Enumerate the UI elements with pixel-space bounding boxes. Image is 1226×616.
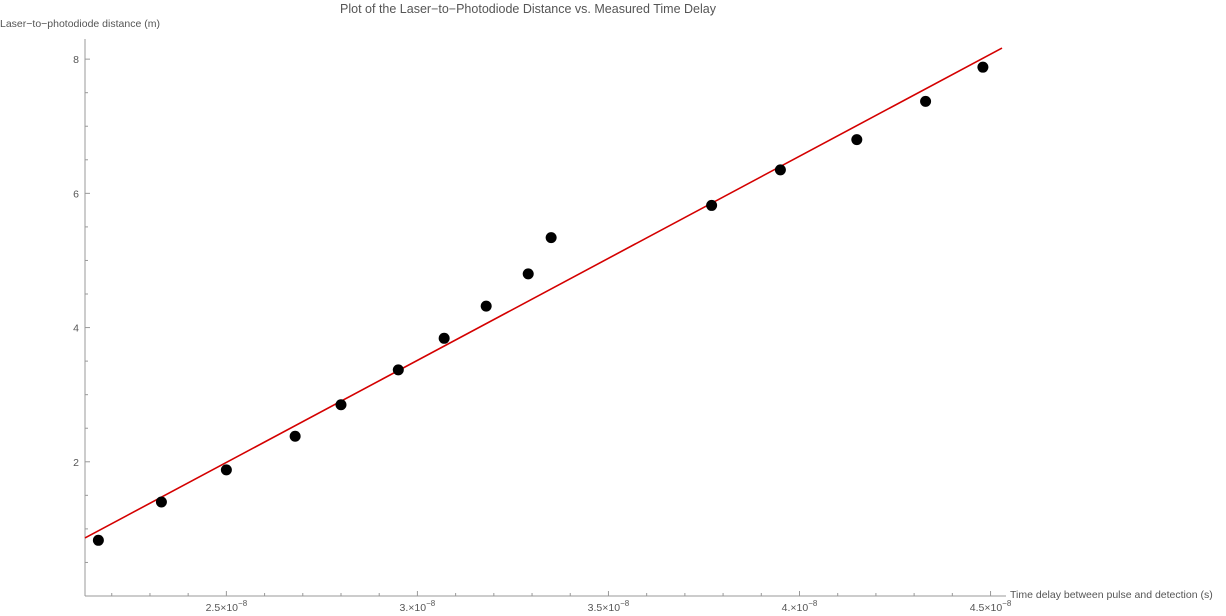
data-point <box>920 95 932 107</box>
data-point <box>438 332 450 344</box>
data-point <box>977 61 989 73</box>
fit-line-layer <box>84 47 1003 539</box>
x-tick-label: 3.×10−8 <box>400 599 436 614</box>
data-point <box>706 199 718 211</box>
y-tick-label: 8 <box>73 54 79 66</box>
x-tick-label: 3.5×10−8 <box>588 599 630 614</box>
x-tick-label: 4.5×10−8 <box>970 599 1012 614</box>
data-point <box>774 164 786 176</box>
data-point <box>545 232 557 244</box>
axes <box>84 39 1006 597</box>
fit-line <box>84 47 1003 539</box>
x-tick-label: 2.5×10−8 <box>206 599 248 614</box>
y-tick-label: 4 <box>73 323 79 335</box>
data-point <box>480 300 492 312</box>
y-axis-label: Laser−to−photodiode distance (m) <box>0 18 160 30</box>
data-point <box>851 134 863 146</box>
data-points <box>92 61 989 546</box>
x-axis-label: Time delay between pulse and detection (… <box>1010 589 1213 601</box>
ticks: 2 4 6 8 2.5×10−8 3.×10−8 3.5×10−8 4.×10−8 4.5×10… <box>73 54 1012 614</box>
data-point <box>220 464 232 476</box>
data-point <box>289 430 301 442</box>
data-point <box>155 496 167 508</box>
data-point <box>92 534 104 546</box>
y-tick-label: 2 <box>73 457 79 469</box>
chart-title: Plot of the Laser−to−Photodiode Distance… <box>340 2 717 16</box>
data-point <box>522 268 534 280</box>
y-tick-label: 6 <box>73 188 79 200</box>
x-tick-label: 4.×10−8 <box>782 599 818 614</box>
data-point <box>335 399 347 411</box>
data-point <box>392 364 404 376</box>
